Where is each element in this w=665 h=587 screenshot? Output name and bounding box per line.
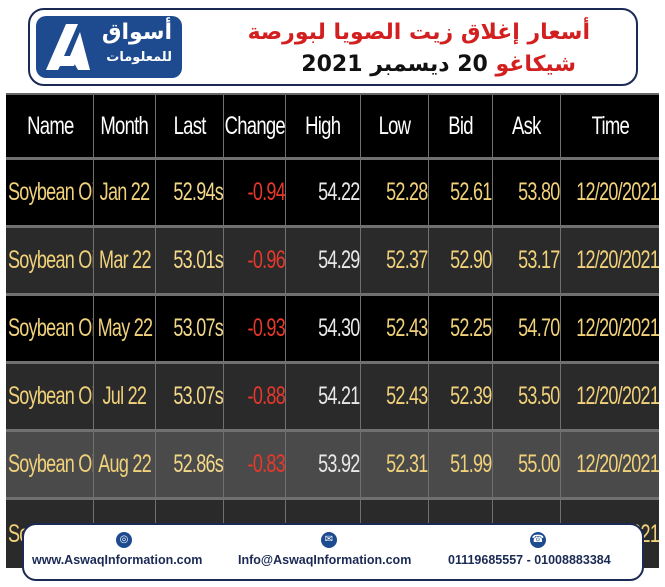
cell-last: 52.86s xyxy=(156,432,224,497)
cell-bid: 51.99 xyxy=(429,432,493,497)
table-body: Soybean Oil Jan 22 52.94s -0.94 54.22 52.28 52… xyxy=(6,160,659,568)
table-row: Soybean Oil May 22 53.07s -0.93 54.30 52.43 52… xyxy=(6,296,659,364)
cell-month: Jan 22 xyxy=(94,160,156,225)
cell-name: Soybean Oil xyxy=(6,228,94,293)
cell-ask: 53.50 xyxy=(493,364,561,429)
cell-time: 12/20/2021 xyxy=(576,178,659,206)
column-header-name: Name xyxy=(6,95,94,157)
cell-name: Soybean Oil xyxy=(6,364,94,429)
cell-last: 53.07s xyxy=(156,296,224,361)
table-row: Soybean Oil Mar 22 53.01s -0.96 54.29 52.37 52… xyxy=(6,228,659,296)
column-header-last: Last xyxy=(156,95,224,157)
cell-high: 54.29 xyxy=(286,228,361,293)
cell-bid: 52.25 xyxy=(429,296,493,361)
contact-footer: ◎ www.AswaqInformation.com ✉ Info@AswaqI… xyxy=(22,523,644,581)
cell-ask: 55.00 xyxy=(493,432,561,497)
cell-low: 52.31 xyxy=(361,432,429,497)
header-banner: أسواق للمعلومات أسعار إغلاق زيت الصويا ل… xyxy=(28,8,638,86)
subtitle-date: 20 ديسمبر 2021 xyxy=(301,52,488,77)
logo-arabic-subtitle: للمعلومات xyxy=(106,50,172,65)
cell-change: -0.88 xyxy=(224,364,286,429)
footer-website[interactable]: ◎ www.AswaqInformation.com xyxy=(24,525,224,579)
cell-low: 52.28 xyxy=(361,160,429,225)
cell-time: 12/20/2021 xyxy=(576,382,659,410)
email-link[interactable]: Info@AswaqInformation.com xyxy=(238,553,412,567)
logo-a-icon xyxy=(46,24,90,70)
cell-bid: 52.39 xyxy=(429,364,493,429)
cell-change: -0.83 xyxy=(224,432,286,497)
cell-last: 52.94s xyxy=(156,160,224,225)
cell-ask: 54.70 xyxy=(493,296,561,361)
table-row: Soybean Oil Aug 22 52.86s -0.83 53.92 52.31 51… xyxy=(6,432,659,500)
cell-bid: 52.61 xyxy=(429,160,493,225)
cell-name: Soybean Oil xyxy=(6,432,94,497)
cell-month: May 22 xyxy=(94,296,156,361)
footer-phone[interactable]: ☎ 01119685557 - 01008883384 xyxy=(434,525,642,579)
cell-change: -0.96 xyxy=(224,228,286,293)
logo-arabic-name: أسواق xyxy=(101,20,172,45)
cell-high: 53.92 xyxy=(286,432,361,497)
cell-time: 12/20/2021 xyxy=(576,450,659,478)
cell-bid: 52.90 xyxy=(429,228,493,293)
cell-name: Soybean Oil xyxy=(6,160,94,225)
cell-month: Aug 22 xyxy=(94,432,156,497)
cell-last: 53.01s xyxy=(156,228,224,293)
table-header-row: Name Month Last Change High Low Bid Ask … xyxy=(6,95,659,160)
column-header-ask: Ask xyxy=(493,95,561,157)
cell-month: Mar 22 xyxy=(94,228,156,293)
cell-last: 53.07s xyxy=(156,364,224,429)
table-row: Soybean Oil Jul 22 53.07s -0.88 54.21 52.43 52… xyxy=(6,364,659,432)
cell-low: 52.37 xyxy=(361,228,429,293)
cell-ask: 53.17 xyxy=(493,228,561,293)
column-header-low: Low xyxy=(361,95,429,157)
table-row: Soybean Oil Jan 22 52.94s -0.94 54.22 52.28 52… xyxy=(6,160,659,228)
column-header-time: Time xyxy=(591,111,629,140)
column-header-month: Month xyxy=(94,95,156,157)
page-title: أسعار إغلاق زيت الصويا لبورصة xyxy=(247,20,590,45)
column-header-high: High xyxy=(286,95,361,157)
column-header-bid: Bid xyxy=(429,95,493,157)
column-header-change: Change xyxy=(224,95,286,157)
website-link[interactable]: www.AswaqInformation.com xyxy=(32,553,203,567)
footer-email[interactable]: ✉ Info@AswaqInformation.com xyxy=(224,525,434,579)
cell-high: 54.30 xyxy=(286,296,361,361)
cell-ask: 53.80 xyxy=(493,160,561,225)
cell-time: 12/20/2021 xyxy=(576,246,659,274)
cell-change: -0.93 xyxy=(224,296,286,361)
cell-high: 54.22 xyxy=(286,160,361,225)
cell-low: 52.43 xyxy=(361,296,429,361)
cell-time: 12/20/2021 xyxy=(576,314,659,342)
subtitle-city: شيكاغو xyxy=(495,52,577,77)
mail-icon: ✉ xyxy=(321,532,337,548)
globe-icon: ◎ xyxy=(116,532,132,548)
phone-numbers[interactable]: 01119685557 - 01008883384 xyxy=(448,553,611,567)
page-subtitle: شيكاغو 20 ديسمبر 2021 xyxy=(301,52,576,77)
cell-low: 52.43 xyxy=(361,364,429,429)
cell-name: Soybean Oil xyxy=(6,296,94,361)
cell-change: -0.94 xyxy=(224,160,286,225)
cell-high: 54.21 xyxy=(286,364,361,429)
phone-icon: ☎ xyxy=(530,532,546,548)
aswaq-logo: أسواق للمعلومات xyxy=(36,16,182,78)
price-table: Name Month Last Change High Low Bid Ask … xyxy=(6,93,659,568)
cell-month: Jul 22 xyxy=(94,364,156,429)
